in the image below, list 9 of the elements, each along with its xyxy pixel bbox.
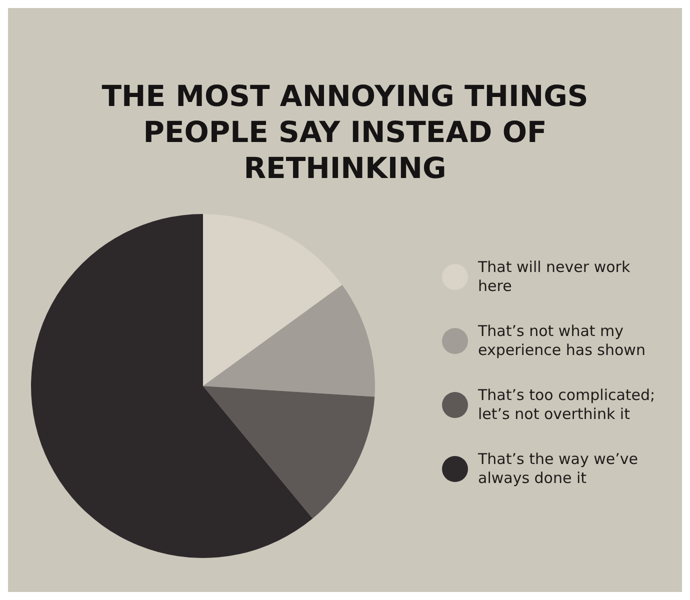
pie-slice: [203, 386, 375, 519]
legend-label: That’s the way we’ve always done it: [478, 450, 639, 488]
pie-slice: [203, 284, 375, 397]
legend-label: That’s not what my experience has shown: [478, 322, 646, 360]
chart-title: THE MOST ANNOYING THINGS PEOPLE SAY INSTEAD OF RETHINKING: [100, 78, 590, 186]
pie-slice: [203, 214, 342, 386]
legend-label: That’s too complicated; let’s not overthink it: [478, 386, 656, 424]
pie-slice: [31, 214, 313, 558]
legend-label: That will never work here: [478, 258, 632, 296]
